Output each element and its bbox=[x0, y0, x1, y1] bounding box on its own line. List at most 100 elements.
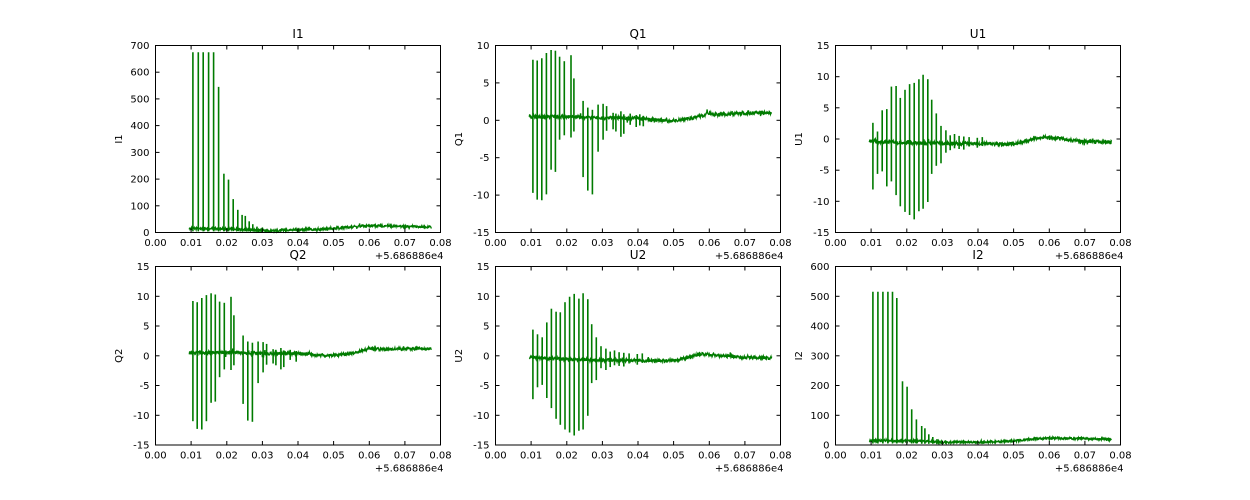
x-tick-label: 0.05 bbox=[322, 238, 344, 249]
subplot-i1: 0.00 0.01 0.02 0.03 0.04 0.05 0.06 0.07 0.08 0 100… bbox=[114, 27, 452, 262]
x-tick-label: 0.01 bbox=[180, 238, 202, 249]
x-tick-label: 0.06 bbox=[358, 451, 380, 462]
x-tick-label: 0.03 bbox=[591, 451, 613, 462]
x-tick-label: 0.07 bbox=[734, 238, 756, 249]
x-tick-label: 0.00 bbox=[824, 238, 846, 249]
y-tick-label: 400 bbox=[810, 322, 829, 333]
y-tick-label: 600 bbox=[810, 262, 829, 273]
x-tick-label: 0.00 bbox=[144, 238, 166, 249]
x-tick-label: 0.07 bbox=[394, 451, 416, 462]
y-tick-label: 300 bbox=[130, 148, 149, 159]
y-tick-label: 0 bbox=[483, 116, 489, 127]
axes-frame bbox=[495, 45, 781, 233]
x-tick-label: 0.01 bbox=[180, 451, 202, 462]
x-tick-label: 0.04 bbox=[627, 451, 649, 462]
x-ticks: 0.00 0.01 0.02 0.03 0.04 0.05 0.06 0.07 0.08 bbox=[824, 45, 1132, 249]
x-axis-offset-label: +5.686886e4 bbox=[375, 464, 444, 475]
x-tick-label: 0.01 bbox=[860, 238, 882, 249]
x-tick-label: 0.08 bbox=[1109, 451, 1131, 462]
y-tick-label: -10 bbox=[473, 191, 489, 202]
y-tick-label: 100 bbox=[130, 201, 149, 212]
y-axis-label: Q2 bbox=[114, 349, 125, 363]
x-tick-label: 0.06 bbox=[1038, 451, 1060, 462]
x-tick-label: 0.07 bbox=[734, 451, 756, 462]
x-tick-label: 0.03 bbox=[591, 238, 613, 249]
subplot-title: I1 bbox=[292, 27, 303, 41]
x-ticks: 0.00 0.01 0.02 0.03 0.04 0.05 0.06 0.07 0.08 bbox=[484, 266, 792, 462]
x-tick-label: 0.05 bbox=[662, 238, 684, 249]
subplot-i2: 0.00 0.01 0.02 0.03 0.04 0.05 0.06 0.07 0.08 0 100… bbox=[794, 248, 1132, 475]
y-tick-label: 0 bbox=[143, 228, 149, 239]
y-tick-label: 200 bbox=[810, 381, 829, 392]
x-ticks: 0.00 0.01 0.02 0.03 0.04 0.05 0.06 0.07 0.08 bbox=[824, 266, 1132, 462]
x-tick-label: 0.02 bbox=[556, 451, 578, 462]
y-tick-label: 5 bbox=[483, 322, 489, 333]
x-ticks: 0.00 0.01 0.02 0.03 0.04 0.05 0.06 0.07 0.08 bbox=[144, 45, 452, 249]
y-tick-label: 15 bbox=[817, 41, 830, 52]
y-tick-label: 300 bbox=[810, 351, 829, 362]
y-tick-label: -5 bbox=[140, 381, 150, 392]
y-tick-label: 200 bbox=[130, 175, 149, 186]
x-tick-label: 0.04 bbox=[967, 451, 989, 462]
y-ticks: -15 -10 -5 0 5 10 15 bbox=[813, 41, 1121, 239]
series-baseline-line bbox=[528, 109, 773, 125]
x-tick-label: 0.08 bbox=[1109, 238, 1131, 249]
series-spikes bbox=[192, 52, 276, 232]
x-axis-offset-label: +5.686886e4 bbox=[375, 251, 444, 262]
x-tick-label: 0.02 bbox=[216, 238, 238, 249]
x-tick-label: 0.06 bbox=[698, 451, 720, 462]
y-tick-label: -15 bbox=[813, 228, 829, 239]
y-tick-label: -5 bbox=[820, 166, 830, 177]
y-axis-label: Q1 bbox=[454, 132, 465, 146]
y-ticks: 0 100 200 300 400 500 600 700 bbox=[130, 41, 441, 239]
y-tick-label: 0 bbox=[143, 351, 149, 362]
x-tick-label: 0.01 bbox=[520, 451, 542, 462]
series-spikes bbox=[872, 291, 947, 445]
x-axis-offset-label: +5.686886e4 bbox=[1055, 464, 1124, 475]
y-ticks: -15 -10 -5 0 5 10 15 bbox=[133, 262, 441, 452]
y-tick-label: 0 bbox=[483, 351, 489, 362]
y-tick-label: 500 bbox=[810, 292, 829, 303]
subplot-q1: 0.00 0.01 0.02 0.03 0.04 0.05 0.06 0.07 0.08-15-… bbox=[454, 27, 792, 262]
x-tick-label: 0.07 bbox=[394, 238, 416, 249]
y-tick-label: -15 bbox=[133, 441, 149, 452]
y-tick-label: 10 bbox=[477, 41, 490, 52]
y-tick-label: 5 bbox=[483, 78, 489, 89]
y-tick-label: -15 bbox=[473, 228, 489, 239]
x-tick-label: 0.05 bbox=[322, 451, 344, 462]
x-tick-label: 0.04 bbox=[967, 238, 989, 249]
series-baseline-line bbox=[188, 222, 432, 235]
y-tick-label: -15 bbox=[473, 441, 489, 452]
subplot-title: Q1 bbox=[629, 27, 646, 41]
x-tick-label: 0.01 bbox=[520, 238, 542, 249]
y-tick-label: 10 bbox=[137, 292, 150, 303]
x-tick-label: 0.04 bbox=[287, 238, 309, 249]
x-tick-label: 0.03 bbox=[251, 451, 273, 462]
y-tick-label: -5 bbox=[480, 381, 490, 392]
y-tick-label: -10 bbox=[133, 411, 149, 422]
series-spikes bbox=[532, 50, 645, 201]
y-ticks: -15 -10 -5 0 5 10 15 bbox=[473, 262, 781, 452]
subplot-title: Q2 bbox=[289, 248, 306, 262]
x-tick-label: 0.04 bbox=[287, 451, 309, 462]
x-tick-label: 0.01 bbox=[860, 451, 882, 462]
y-tick-label: 15 bbox=[137, 262, 150, 273]
subplot-title: U1 bbox=[970, 27, 986, 41]
x-tick-label: 0.03 bbox=[931, 238, 953, 249]
y-axis-label: I1 bbox=[114, 134, 125, 143]
subplot-title: I2 bbox=[972, 248, 983, 262]
x-tick-label: 0.06 bbox=[698, 238, 720, 249]
x-tick-label: 0.03 bbox=[931, 451, 953, 462]
x-tick-label: 0.00 bbox=[144, 451, 166, 462]
series-baseline-line bbox=[868, 434, 1113, 446]
x-tick-label: 0.05 bbox=[662, 451, 684, 462]
y-tick-label: 400 bbox=[130, 121, 149, 132]
y-tick-label: -10 bbox=[813, 197, 829, 208]
series-spikes bbox=[532, 293, 644, 436]
y-tick-label: 0 bbox=[823, 135, 829, 146]
y-axis-label: U2 bbox=[454, 349, 465, 363]
y-tick-label: 100 bbox=[810, 411, 829, 422]
x-tick-label: 0.07 bbox=[1074, 451, 1096, 462]
